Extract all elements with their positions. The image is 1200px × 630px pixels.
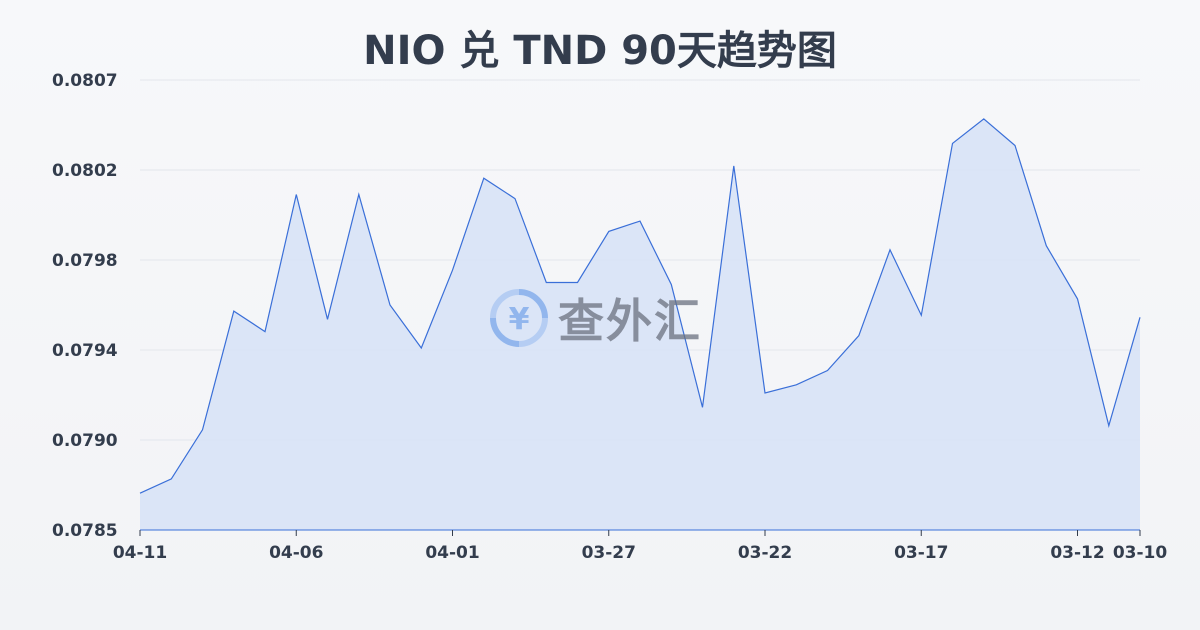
yen-exchange-icon: ¥: [490, 289, 548, 347]
y-tick-label: 0.0798: [52, 251, 118, 271]
svg-text:¥: ¥: [509, 302, 530, 337]
x-tick-label: 03-27: [582, 543, 636, 563]
watermark-text: 查外汇: [558, 294, 702, 348]
y-tick-label: 0.0802: [52, 161, 118, 181]
watermark: ¥ 查外汇: [488, 285, 702, 351]
x-tick-label: 03-22: [738, 543, 792, 563]
y-tick-label: 0.0785: [52, 521, 118, 541]
area-fill: [140, 118, 1140, 531]
y-tick-label: 0.0807: [52, 71, 118, 91]
y-tick-label: 0.0794: [52, 341, 118, 361]
chart-title: NIO 兑 TND 90天趋势图: [363, 28, 837, 74]
x-tick-label: 04-06: [269, 543, 323, 563]
x-tick-label: 03-17: [894, 543, 948, 563]
x-tick-label: 04-11: [113, 543, 167, 563]
x-tick-label: 03-10: [1113, 543, 1168, 563]
x-tick-label: 04-01: [425, 543, 479, 563]
y-tick-label: 0.0790: [52, 431, 118, 451]
x-tick-label: 03-12: [1050, 543, 1104, 563]
